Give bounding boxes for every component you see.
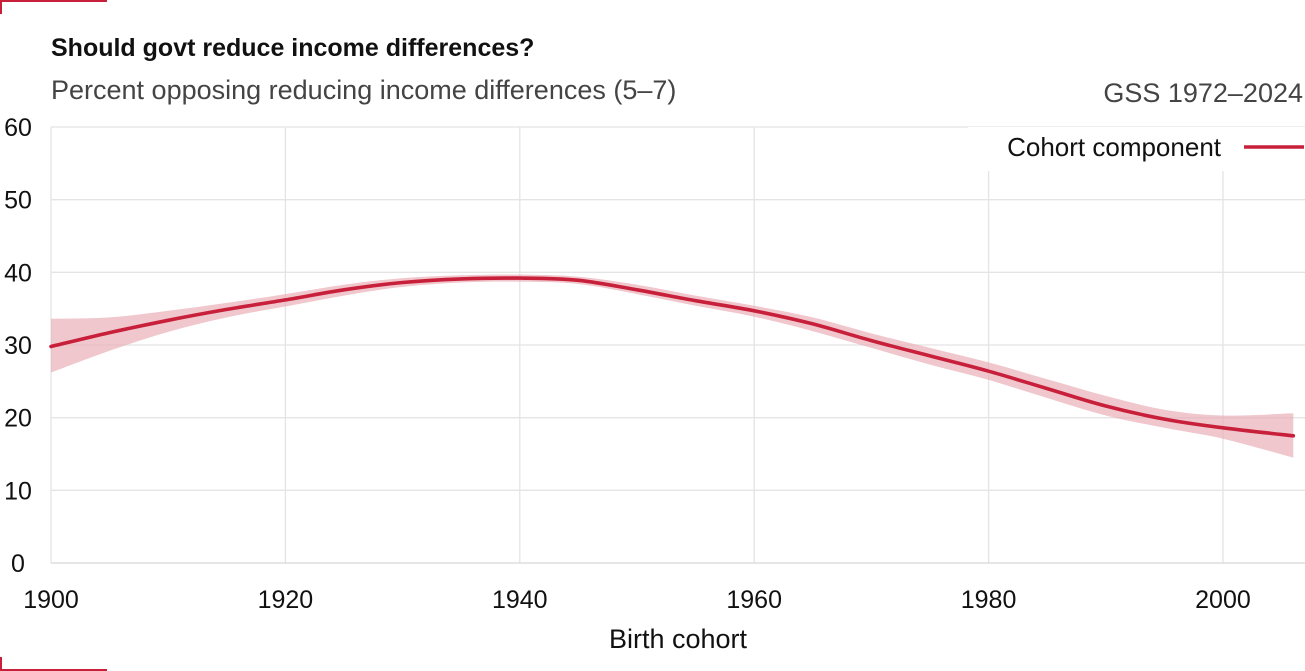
legend-label: Cohort component xyxy=(1007,132,1222,162)
x-axis-ticks: 1900 1920 1940 1960 1980 2000 xyxy=(23,586,1251,614)
grid-lines xyxy=(50,126,1305,564)
x-tick-label: 1900 xyxy=(23,586,79,614)
legend: Cohort component xyxy=(968,127,1305,171)
top-corner-mark xyxy=(0,0,107,14)
y-tick-label: 50 xyxy=(4,187,32,215)
bottom-corner-mark xyxy=(0,657,107,671)
confidence-band xyxy=(51,274,1294,458)
x-tick-label: 1960 xyxy=(726,586,782,614)
series-line xyxy=(49,276,1296,438)
y-tick-label: 0 xyxy=(11,550,25,578)
y-tick-label: 20 xyxy=(4,405,32,433)
x-tick-label: 1940 xyxy=(492,586,548,614)
series-lines xyxy=(49,276,1296,438)
x-axis-title: Birth cohort xyxy=(609,624,748,654)
y-axis-ticks: 0 10 20 30 40 50 60 xyxy=(4,114,32,578)
x-tick-label: 1920 xyxy=(258,586,314,614)
confidence-bands xyxy=(51,274,1294,458)
y-tick-label: 40 xyxy=(4,259,32,287)
y-tick-label: 30 xyxy=(4,332,32,360)
source-label: GSS 1972–2024 xyxy=(1103,78,1303,108)
legend-background xyxy=(968,127,1305,171)
y-tick-label: 10 xyxy=(4,477,32,505)
x-tick-label: 2000 xyxy=(1195,586,1251,614)
x-tick-label: 1980 xyxy=(961,586,1017,614)
y-tick-label: 60 xyxy=(4,114,32,142)
chart-title: Should govt reduce income differences? xyxy=(51,34,535,62)
chart-subtitle: Percent opposing reducing income differe… xyxy=(51,75,677,105)
